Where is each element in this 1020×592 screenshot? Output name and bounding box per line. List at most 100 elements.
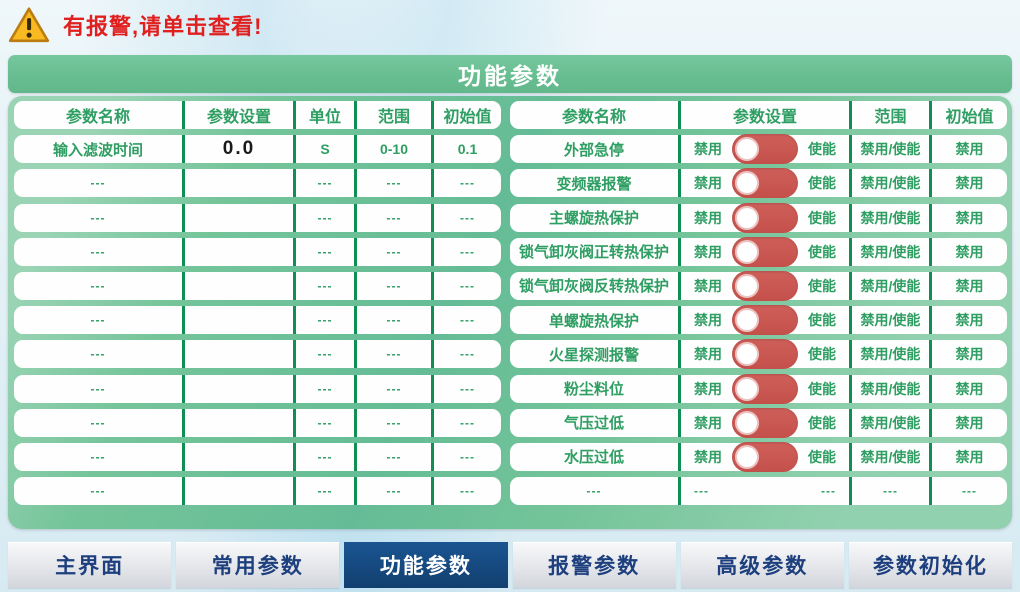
range-cell: --- [386,176,402,191]
tab-function-params[interactable]: 功能参数 [344,542,508,588]
toggle-off-label: 禁用 [694,414,722,431]
toggle-switch[interactable] [732,305,798,336]
range-cell: 禁用/使能 [860,209,921,226]
column-divider [431,169,434,198]
column-divider [431,101,434,129]
toggle-switch[interactable] [732,168,798,199]
setting-input [185,272,293,300]
initial-value-cell: --- [460,449,475,464]
column-divider [182,271,185,300]
column-divider [678,203,681,232]
param-name-cell: --- [586,484,602,499]
range-cell: 禁用/使能 [860,380,921,397]
toggle-switch[interactable] [732,134,798,165]
column-divider [849,442,852,471]
column-divider [293,477,296,506]
toggle-on-label: 使能 [808,346,836,363]
column-divider [293,237,296,266]
param-name-cell: 锁气卸灰阀反转热保护 [518,278,669,296]
param-name-cell: --- [90,313,106,328]
initial-value-cell: 禁用 [955,448,984,465]
column-divider [182,477,185,506]
toggle-on-label: 使能 [808,448,836,465]
column-divider [431,203,434,232]
initial-value-cell: --- [460,244,475,259]
table-row: 粉尘料位 禁用 使能 禁用/使能 禁用 [510,373,1007,404]
column-divider [354,340,357,369]
column-divider [354,135,357,164]
column-divider [182,442,185,471]
toggle-on-label: 使能 [808,209,836,226]
toggle-off-label: 禁用 [694,209,722,226]
column-divider [182,203,185,232]
tab-advanced-params[interactable]: 高级参数 [680,542,844,588]
toggle-on-label: 使能 [808,175,836,192]
column-divider [678,306,681,335]
setting-input[interactable]: 0.0 [222,138,256,160]
range-cell: 禁用/使能 [860,141,921,158]
initial-value-cell: 禁用 [955,243,984,260]
column-divider [929,203,932,232]
column-divider [678,340,681,369]
table-row: 外部急停 禁用 使能 禁用/使能 禁用 [510,134,1007,165]
tab-param-init[interactable]: 参数初始化 [848,542,1013,588]
initial-value-cell: --- [460,415,475,430]
param-name-cell: 气压过低 [563,415,624,433]
column-divider [929,442,932,471]
setting-cell: 禁用 使能 [681,305,849,336]
column-divider [678,169,681,198]
toggle-switch[interactable] [732,339,798,370]
toggle-switch[interactable] [732,202,798,233]
toggle-switch[interactable] [732,407,798,438]
column-divider [293,408,296,437]
range-cell: 禁用/使能 [860,243,921,260]
column-divider [929,408,932,437]
toggle-off-label: 禁用 [694,243,722,260]
parameter-panel: 参数名称 参数设置 单位 范围 初始值 输入滤波时间 0.0 S 0-10 0.1 --- --- --… [8,96,1012,529]
alarm-banner[interactable]: 有报警,请单击查看! [8,3,262,47]
column-divider [182,306,185,335]
tab-alarm-params[interactable]: 报警参数 [512,542,676,588]
param-name-cell: 单螺旋热保护 [548,312,639,330]
param-name-cell: 变频器报警 [556,175,632,193]
unit-cell: --- [317,176,333,191]
column-divider [929,237,932,266]
column-divider [678,477,681,506]
column-divider [431,442,434,471]
table-row: --- --- --- --- [14,408,501,437]
initial-value-cell: --- [962,484,977,499]
column-divider [293,306,296,335]
column-divider [293,135,296,164]
column-divider [431,306,434,335]
toggle-on-label: 使能 [808,243,836,260]
column-divider [431,374,434,403]
param-name-cell: --- [90,381,106,396]
column-divider [929,340,932,369]
tab-common-params[interactable]: 常用参数 [176,542,340,588]
tab-main[interactable]: 主界面 [8,542,172,588]
initial-value-cell: 禁用 [955,209,984,226]
column-divider [678,374,681,403]
toggle-on-label: --- [821,484,836,499]
alarm-message: 有报警,请单击查看! [63,14,263,39]
range-cell: --- [386,347,402,362]
setting-input [185,443,293,471]
toggle-switch[interactable] [732,270,798,301]
column-divider [849,477,852,506]
column-header: 初始值 [945,109,994,126]
toggle-switch[interactable] [732,441,798,472]
column-divider [293,169,296,198]
param-name-cell: 锁气卸灰阀正转热保护 [518,244,669,262]
column-divider [293,101,296,129]
range-cell: --- [386,313,402,328]
table-row: 水压过低 禁用 使能 禁用/使能 禁用 [510,441,1007,472]
unit-cell: --- [317,381,333,396]
toggle-switch[interactable] [732,236,798,267]
column-divider [678,101,681,129]
column-divider [182,169,185,198]
column-divider [293,374,296,403]
toggle-switch[interactable] [732,373,798,404]
initial-value-cell: --- [460,210,475,225]
toggle-on-label: 使能 [808,141,836,158]
unit-cell: S [320,141,330,158]
